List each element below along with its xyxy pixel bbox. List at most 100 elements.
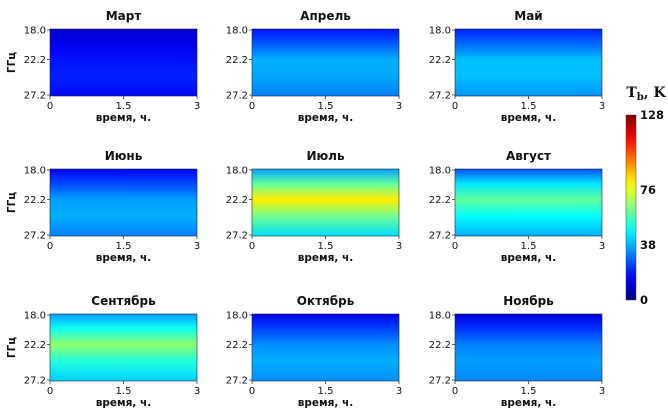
- y-tick-label: 27.2: [24, 91, 46, 102]
- colorbar-tick-label: 128: [640, 108, 664, 122]
- heatmap-area: [455, 169, 602, 236]
- panel-title: Ноябрь: [503, 294, 554, 308]
- panel-title: Апрель: [300, 9, 351, 23]
- y-tick-label: 22.2: [226, 55, 248, 66]
- panel-1: Апрель 18.0 22.2 27.20 1.5 3 время, ч.: [226, 9, 402, 124]
- panel-6: Сентябрь 18.0 22.2 27.20 1.5 3 время, ч. ГГц: [6, 294, 200, 409]
- x-axis-label: время, ч.: [501, 252, 556, 264]
- panel-title: Июль: [306, 149, 344, 163]
- y-tick-label: 27.2: [226, 91, 248, 102]
- heatmap-area: [252, 314, 399, 381]
- x-tick-label: 0: [249, 101, 255, 112]
- x-tick-label: 0: [452, 101, 458, 112]
- y-tick-label: 18.0: [429, 311, 451, 322]
- x-axis-label: время, ч.: [298, 252, 353, 264]
- panel-title: Сентябрь: [91, 294, 156, 308]
- y-tick-label: 18.0: [24, 166, 46, 177]
- panel-3: Июнь 18.0 22.2 27.20 1.5 3 время, ч. ГГц: [6, 149, 200, 264]
- colorbar-title: Tb, K: [626, 85, 666, 103]
- x-tick-label: 1.5: [318, 101, 334, 112]
- y-tick-label: 18.0: [226, 311, 248, 322]
- colorbar-gradient: [626, 115, 636, 300]
- x-tick-label: 3: [194, 241, 200, 252]
- y-axis-label: ГГц: [6, 192, 18, 213]
- x-tick-label: 3: [599, 101, 605, 112]
- panel-7: Октябрь 18.0 22.2 27.20 1.5 3 время, ч.: [226, 294, 402, 409]
- y-tick-label: 18.0: [226, 166, 248, 177]
- x-tick-label: 0: [249, 241, 255, 252]
- x-tick-label: 3: [599, 386, 605, 397]
- y-tick-label: 22.2: [226, 340, 248, 351]
- panel-title: Октябрь: [297, 294, 355, 308]
- y-tick-label: 22.2: [24, 195, 46, 206]
- x-tick-label: 3: [194, 386, 200, 397]
- x-axis-label: время, ч.: [298, 112, 353, 124]
- heatmap-area: [50, 29, 197, 96]
- heatmap-area: [50, 314, 197, 381]
- x-axis-label: время, ч.: [96, 397, 151, 409]
- x-axis-label: время, ч.: [96, 252, 151, 264]
- x-tick-label: 0: [452, 386, 458, 397]
- colorbar-tick-label: 0: [640, 293, 648, 307]
- y-tick-label: 22.2: [429, 55, 451, 66]
- y-tick-label: 22.2: [24, 55, 46, 66]
- y-tick-label: 27.2: [24, 376, 46, 387]
- y-tick-label: 18.0: [24, 26, 46, 37]
- panel-5: Август 18.0 22.2 27.20 1.5 3 время, ч.: [429, 149, 605, 264]
- x-axis-label: время, ч.: [501, 112, 556, 124]
- x-axis-label: время, ч.: [501, 397, 556, 409]
- y-tick-label: 22.2: [24, 340, 46, 351]
- colorbar: 128 76 38 0 Tb, K: [625, 85, 666, 307]
- heatmap-area: [455, 314, 602, 381]
- x-tick-label: 3: [599, 241, 605, 252]
- x-axis-label: время, ч.: [96, 112, 151, 124]
- y-tick-label: 18.0: [24, 311, 46, 322]
- panel-title: Май: [514, 9, 542, 23]
- x-tick-label: 1.5: [318, 241, 334, 252]
- colorbar-tick-label: 76: [640, 183, 656, 197]
- x-tick-label: 0: [47, 386, 53, 397]
- panel-title: Март: [106, 9, 142, 23]
- y-tick-label: 22.2: [429, 340, 451, 351]
- panel-title: Июнь: [105, 149, 143, 163]
- x-tick-label: 1.5: [521, 241, 537, 252]
- panel-4: Июль 18.0 22.2 27.20 1.5 3 время, ч.: [226, 149, 402, 264]
- x-tick-label: 3: [396, 101, 402, 112]
- heatmap-area: [252, 29, 399, 96]
- y-tick-label: 18.0: [429, 26, 451, 37]
- colorbar-tick-label: 38: [640, 238, 656, 252]
- y-tick-label: 22.2: [226, 195, 248, 206]
- y-tick-label: 18.0: [226, 26, 248, 37]
- y-tick-label: 27.2: [429, 91, 451, 102]
- x-tick-label: 0: [47, 101, 53, 112]
- y-tick-label: 27.2: [429, 376, 451, 387]
- y-tick-label: 18.0: [429, 166, 451, 177]
- x-tick-label: 1.5: [116, 241, 132, 252]
- colorbar-frame: [625, 114, 637, 301]
- y-tick-label: 27.2: [226, 231, 248, 242]
- x-tick-label: 1.5: [318, 386, 334, 397]
- y-tick-label: 27.2: [429, 231, 451, 242]
- x-tick-label: 3: [396, 241, 402, 252]
- x-tick-label: 0: [452, 241, 458, 252]
- y-tick-label: 27.2: [226, 376, 248, 387]
- y-axis-label: ГГц: [6, 337, 18, 358]
- heatmap-area: [455, 29, 602, 96]
- panel-2: Май 18.0 22.2 27.20 1.5 3 время, ч.: [429, 9, 605, 124]
- panel-title: Август: [506, 149, 551, 163]
- y-tick-label: 22.2: [429, 195, 451, 206]
- x-tick-label: 3: [396, 386, 402, 397]
- y-axis-label: ГГц: [6, 52, 18, 73]
- heatmap-area: [50, 169, 197, 236]
- y-tick-label: 27.2: [24, 231, 46, 242]
- panel-0: Март 18.0 22.2 27.20 1.5 3 время, ч. ГГц: [6, 9, 200, 124]
- x-axis-label: время, ч.: [298, 397, 353, 409]
- x-tick-label: 1.5: [521, 386, 537, 397]
- x-tick-label: 3: [194, 101, 200, 112]
- heatmap-area: [252, 169, 399, 236]
- x-tick-label: 1.5: [116, 101, 132, 112]
- x-tick-label: 1.5: [521, 101, 537, 112]
- x-tick-label: 1.5: [116, 386, 132, 397]
